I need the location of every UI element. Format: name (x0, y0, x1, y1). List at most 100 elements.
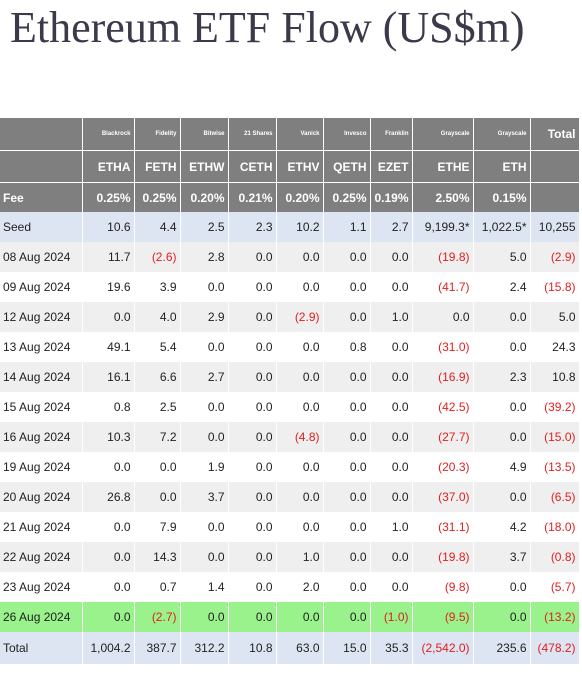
flow-cell: 0.0 (228, 362, 277, 392)
flow-cell: 0.0 (228, 452, 277, 482)
flow-cell: 7.2 (134, 422, 181, 452)
flow-cell: 0.0 (370, 572, 413, 602)
issuer-header: Vanick (276, 118, 324, 151)
flow-cell: (4.8) (276, 422, 324, 452)
table-row: 14 Aug 2024 16.1 6.6 2.7 0.0 0.0 0.0 0.0 (16.9) 2… (0, 362, 580, 392)
issuer-header: Bitwise (180, 118, 229, 151)
flow-cell: 0.0 (180, 422, 229, 452)
flow-cell: 1.0 (276, 542, 324, 572)
flow-cell: 3.7 (473, 542, 531, 572)
ticker-header: QETH (323, 150, 371, 183)
flow-cell: 2.0 (276, 572, 324, 602)
flow-cell: (2.9) (276, 302, 324, 332)
issuer-header: Grayscale (473, 118, 531, 151)
flow-cell: 0.0 (180, 542, 229, 572)
issuer-header: Grayscale (412, 118, 474, 151)
flow-cell: 0.0 (370, 332, 413, 362)
flow-cell: (19.8) (412, 242, 474, 272)
flow-cell: 0.0 (370, 362, 413, 392)
flow-cell: 0.0 (370, 542, 413, 572)
fee-row: Fee 0.25% 0.25% 0.20% 0.21% 0.20% 0.25% … (0, 182, 580, 212)
flow-cell: 0.0 (370, 452, 413, 482)
flow-cell: 35.3 (370, 632, 413, 664)
ticker-header: ETHW (180, 150, 229, 183)
flow-cell: 3.7 (180, 482, 229, 512)
flow-cell: 0.8 (323, 332, 371, 362)
fee-cell-blank (530, 182, 580, 212)
row-label: 15 Aug 2024 (0, 392, 83, 422)
table-row: 26 Aug 2024 0.0 (2.7) 0.0 0.0 0.0 0.0 (1.0) (9.5… (0, 602, 580, 632)
fee-cell: 0.15% (473, 182, 531, 212)
row-total-cell: (13.5) (530, 452, 580, 482)
row-total-cell: (18.0) (530, 512, 580, 542)
table-row: 22 Aug 2024 0.0 14.3 0.0 0.0 1.0 0.0 0.0 (19.8) 3… (0, 542, 580, 572)
table-row: 21 Aug 2024 0.0 7.9 0.0 0.0 0.0 0.0 1.0 (31.1) 4.… (0, 512, 580, 542)
row-label: 08 Aug 2024 (0, 242, 83, 272)
ticker-header: CETH (228, 150, 277, 183)
flow-cell: 1,022.5* (473, 212, 531, 242)
flow-cell: 16.1 (82, 362, 135, 392)
row-label: 14 Aug 2024 (0, 362, 83, 392)
flow-cell: (2.6) (134, 242, 181, 272)
row-total-cell: (6.5) (530, 482, 580, 512)
row-total-cell: (15.8) (530, 272, 580, 302)
flow-cell: 0.0 (473, 392, 531, 422)
flow-cell: 0.0 (370, 392, 413, 422)
flow-table-body: Seed 10.6 4.4 2.5 2.3 10.2 1.1 2.7 9,199.3* 1,022… (0, 212, 580, 664)
total-row: Total 1,004.2 387.7 312.2 10.8 63.0 15.0 35.3 (2… (0, 632, 580, 664)
flow-cell: 0.0 (82, 512, 135, 542)
flow-cell: 0.0 (228, 392, 277, 422)
flow-cell: 0.0 (473, 302, 531, 332)
row-label: 16 Aug 2024 (0, 422, 83, 452)
flow-cell: 2.5 (180, 212, 229, 242)
table-row: 19 Aug 2024 0.0 0.0 1.9 0.0 0.0 0.0 0.0 (20.3) 4.… (0, 452, 580, 482)
flow-cell: 0.0 (323, 242, 371, 272)
flow-cell: 0.0 (276, 272, 324, 302)
row-total-cell: 10.8 (530, 362, 580, 392)
fee-cell: 0.21% (228, 182, 277, 212)
row-total-cell: (2.9) (530, 242, 580, 272)
flow-cell: 2.9 (180, 302, 229, 332)
fee-cell: 0.25% (82, 182, 135, 212)
table-row: Seed 10.6 4.4 2.5 2.3 10.2 1.1 2.7 9,199.3* 1,022… (0, 212, 580, 242)
flow-cell: 0.0 (412, 302, 474, 332)
flow-cell: 2.7 (370, 212, 413, 242)
fee-label: Fee (0, 182, 83, 212)
flow-cell: 0.0 (228, 482, 277, 512)
flow-cell: 0.0 (276, 452, 324, 482)
flow-cell: 49.1 (82, 332, 135, 362)
flow-cell: 0.0 (228, 302, 277, 332)
row-label: 23 Aug 2024 (0, 572, 83, 602)
flow-cell: 0.0 (323, 422, 371, 452)
flow-cell: 0.0 (82, 542, 135, 572)
ticker-header: FETH (134, 150, 181, 183)
flow-cell: 14.3 (134, 542, 181, 572)
table-row: 13 Aug 2024 49.1 5.4 0.0 0.0 0.0 0.8 0.0 (31.0) 0… (0, 332, 580, 362)
flow-cell: 7.9 (134, 512, 181, 542)
flow-cell: 4.9 (473, 452, 531, 482)
flow-cell: 2.4 (473, 272, 531, 302)
ticker-header: EZET (370, 150, 413, 183)
flow-cell: 1.9 (180, 452, 229, 482)
flow-cell: 26.8 (82, 482, 135, 512)
flow-cell: (27.7) (412, 422, 474, 452)
row-label: 19 Aug 2024 (0, 452, 83, 482)
flow-cell: (31.0) (412, 332, 474, 362)
flow-cell: 9,199.3* (412, 212, 474, 242)
flow-cell: (16.9) (412, 362, 474, 392)
table-row: 08 Aug 2024 11.7 (2.6) 2.8 0.0 0.0 0.0 0.0 (19.8… (0, 242, 580, 272)
row-label: 22 Aug 2024 (0, 542, 83, 572)
flow-cell: 0.0 (82, 452, 135, 482)
flow-cell: 1.4 (180, 572, 229, 602)
table-row: 20 Aug 2024 26.8 0.0 3.7 0.0 0.0 0.0 0.0 (37.0) 0… (0, 482, 580, 512)
flow-cell: 6.6 (134, 362, 181, 392)
flow-cell: 0.0 (323, 392, 371, 422)
issuer-header: Franklin (370, 118, 413, 151)
flow-cell: 312.2 (180, 632, 229, 664)
flow-cell: 0.0 (228, 572, 277, 602)
ticker-header: ETHA (82, 150, 135, 183)
flow-cell: 0.0 (323, 602, 371, 632)
flow-cell: 0.7 (134, 572, 181, 602)
flow-cell: 0.0 (228, 272, 277, 302)
flow-cell: (19.8) (412, 542, 474, 572)
